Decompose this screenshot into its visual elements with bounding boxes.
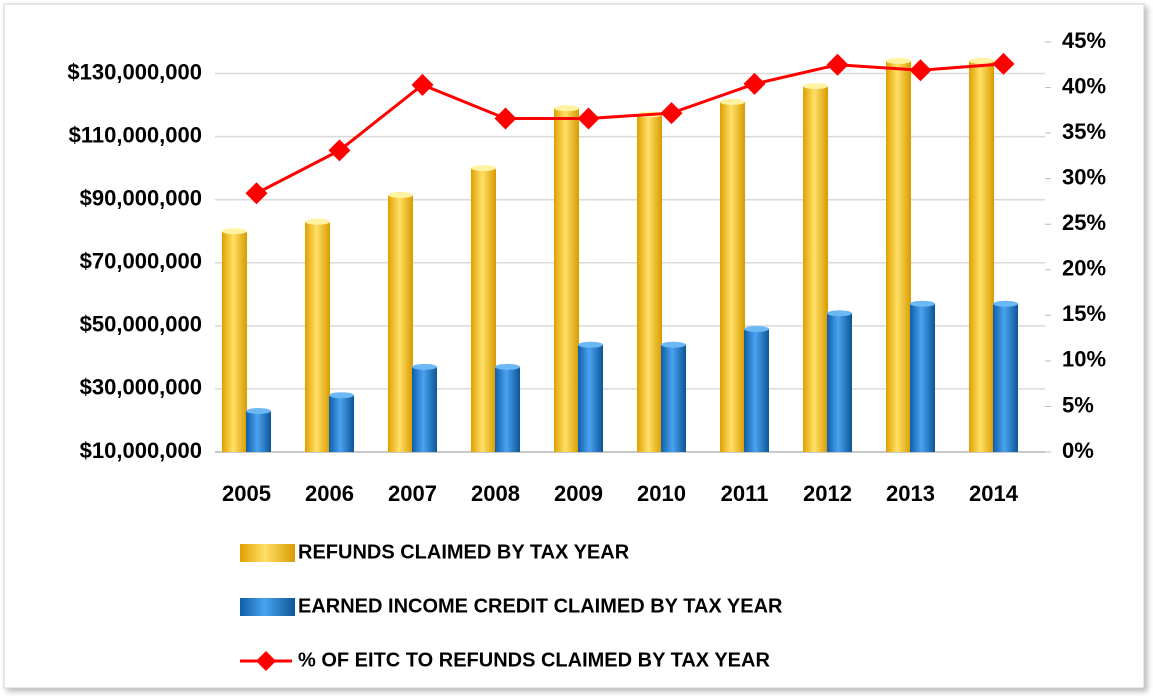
marker (494, 107, 517, 130)
bar (661, 344, 686, 452)
legend-marker (256, 651, 276, 671)
x-tick-label: 2009 (554, 481, 603, 506)
legend-label: REFUNDS CLAIMED BY TAX YEAR (298, 541, 630, 563)
y2-tick-label: 5% (1062, 392, 1094, 417)
bar-cap (578, 341, 603, 348)
y-tick-label: $130,000,000 (67, 59, 202, 84)
y-tick-label: $90,000,000 (80, 186, 202, 211)
y-tick-label: $110,000,000 (69, 122, 202, 147)
bar (969, 60, 994, 453)
x-tick-label: 2012 (803, 481, 852, 506)
bar-cap (910, 300, 935, 307)
y-tick-label: $70,000,000 (80, 249, 202, 274)
bar-cap (661, 341, 686, 348)
bar-cap (554, 105, 579, 112)
bar-cap (412, 363, 437, 370)
legend-label: % OF EITC TO REFUNDS CLAIMED BY TAX YEAR (298, 649, 770, 671)
x-tick-label: 2005 (222, 481, 271, 506)
marker (743, 72, 766, 95)
bar (495, 366, 520, 452)
line (255, 62, 1004, 195)
bar-cap (305, 218, 330, 225)
y-tick-label: $30,000,000 (80, 375, 202, 400)
legend-swatch (240, 598, 295, 616)
bar (246, 411, 271, 452)
y2-tick-label: 20% (1062, 256, 1106, 281)
y2-tick-label: 15% (1062, 301, 1106, 326)
bar (412, 366, 437, 452)
y2-tick-label: 0% (1062, 438, 1094, 463)
bar (637, 114, 662, 453)
x-tick-label: 2006 (305, 481, 354, 506)
marker (577, 107, 600, 130)
bar-cap (886, 57, 911, 64)
y2-tick-label: 40% (1062, 73, 1106, 98)
legend-label: EARNED INCOME CREDIT CLAIMED BY TAX YEAR (298, 595, 783, 617)
bar-cap (993, 300, 1018, 307)
x-tick-label: 2014 (969, 481, 1019, 506)
bar-cap (495, 363, 520, 370)
bar (471, 168, 496, 452)
bar (827, 313, 852, 452)
bar-cap (471, 165, 496, 172)
bar (329, 395, 354, 452)
x-tick-label: 2013 (886, 481, 935, 506)
bar (222, 231, 247, 452)
bar (720, 101, 745, 452)
bar-cap (388, 191, 413, 198)
marker (245, 182, 268, 205)
x-tick-label: 2010 (637, 481, 686, 506)
bar-cap (744, 326, 769, 332)
bar-cap (246, 408, 271, 414)
y2-tick-label: 25% (1062, 210, 1106, 235)
y-tick-label: $50,000,000 (80, 312, 202, 337)
y2-tick-label: 35% (1062, 119, 1106, 144)
bar (910, 303, 935, 452)
bar (803, 86, 828, 453)
y-tick-label: $10,000,000 (80, 438, 202, 463)
bar-cap (827, 310, 852, 317)
x-tick-label: 2011 (721, 481, 769, 506)
marker (909, 59, 932, 82)
marker (328, 139, 351, 162)
bar (305, 221, 330, 452)
bar (554, 108, 579, 452)
bar (993, 303, 1018, 452)
bar (388, 194, 413, 452)
marker (660, 102, 683, 125)
bar-cap (329, 392, 354, 399)
x-tick-label: 2008 (471, 481, 520, 506)
bar (744, 329, 769, 452)
bar-cap (969, 57, 994, 64)
marker (411, 73, 434, 96)
legend-swatch (240, 544, 295, 562)
marker (992, 52, 1015, 75)
bar (578, 344, 603, 452)
bar-cap (720, 98, 745, 105)
y2-tick-label: 10% (1062, 347, 1106, 372)
bar (886, 60, 911, 453)
bar-cap (803, 83, 828, 90)
x-tick-label: 2007 (388, 481, 437, 506)
y2-tick-label: 45% (1062, 28, 1106, 53)
y2-tick-label: 30% (1062, 164, 1106, 189)
bar-cap (222, 228, 247, 235)
marker (826, 53, 849, 76)
